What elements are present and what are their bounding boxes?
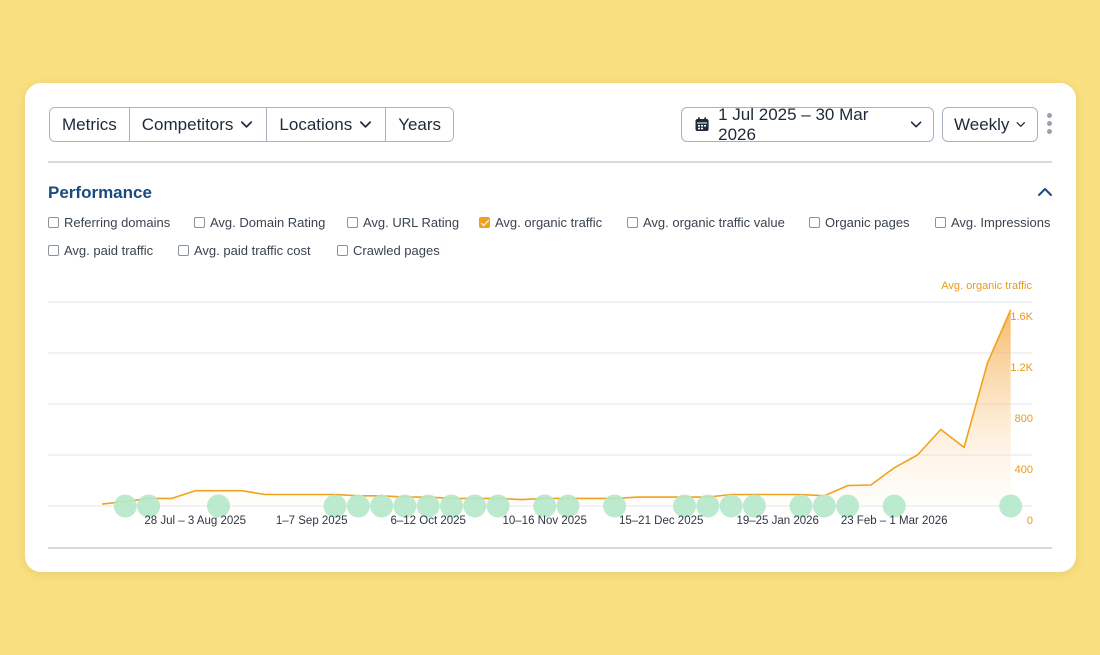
chevron-down-icon [360, 121, 372, 128]
chevron-down-icon [910, 121, 922, 128]
annotation-bubble [742, 494, 766, 518]
metric-avg-paid-traffic-cost[interactable]: Avg. paid traffic cost [178, 243, 311, 258]
metric-label: Avg. paid traffic [64, 243, 154, 258]
years-label: Years [398, 114, 442, 134]
series-area [102, 309, 1011, 506]
calendar-icon [695, 117, 709, 132]
locations-label: Locations [279, 114, 353, 134]
x-tick-label: 19–25 Jan 2026 [736, 515, 819, 527]
x-tick-label: 23 Feb – 1 Mar 2026 [841, 515, 948, 527]
annotation-bubble [370, 494, 394, 518]
annotation-bubble [533, 494, 557, 518]
checkbox-checked[interactable] [479, 217, 490, 228]
annotation-bubble [673, 494, 696, 518]
x-tick-label: 28 Jul – 3 Aug 2025 [144, 515, 246, 527]
annotation-bubble [556, 494, 580, 518]
y-tick-label: 400 [1015, 464, 1033, 476]
metric-label: Avg. paid traffic cost [194, 243, 311, 258]
metric-avg-organic-traffic[interactable]: Avg. organic traffic [479, 215, 602, 230]
checkbox[interactable] [337, 245, 348, 256]
annotation-bubble [416, 494, 440, 518]
annotation-bubble [113, 494, 137, 518]
years-button[interactable]: Years [386, 108, 454, 141]
x-tick-label: 15–21 Dec 2025 [619, 515, 703, 527]
annotation-bubble [463, 494, 487, 518]
y-tick-label: 1.6K [1010, 311, 1033, 323]
annotation-bubble [789, 494, 813, 518]
more-options-icon[interactable] [1042, 113, 1056, 137]
checkbox[interactable] [48, 217, 59, 228]
metric-label: Avg. Domain Rating [210, 215, 326, 230]
metric-organic-pages[interactable]: Organic pages [809, 215, 910, 230]
x-tick-label: 1–7 Sep 2025 [276, 515, 348, 527]
divider [48, 161, 1052, 163]
annotation-bubble [812, 494, 836, 518]
annotation-bubble [440, 494, 463, 518]
annotation-bubble [719, 494, 743, 518]
chevron-up-icon[interactable] [1037, 186, 1053, 198]
annotation-bubble [603, 494, 627, 518]
checkbox[interactable] [935, 217, 946, 228]
traffic-chart: 0 400 800 1.2K 1.6K Avg. organic traffic 28 Ju… [48, 280, 1034, 527]
metric-avg-domain-rating[interactable]: Avg. Domain Rating [194, 215, 325, 230]
chevron-down-icon [241, 121, 253, 128]
annotation-bubble [323, 494, 347, 518]
date-range-picker[interactable]: 1 Jul 2025 – 30 Mar 2026 [681, 104, 934, 144]
divider [48, 547, 1052, 549]
metric-label: Referring domains [64, 215, 171, 230]
y-tick-label: 0 [1027, 515, 1033, 527]
annotation-bubble [836, 494, 860, 518]
performance-card: Metrics Competitors Locations Years 1 Ju… [25, 83, 1076, 572]
metric-avg-url-rating[interactable]: Avg. URL Rating [347, 215, 459, 230]
chevron-down-icon [1016, 122, 1026, 127]
checkbox[interactable] [178, 245, 189, 256]
annotation-bubble [346, 494, 370, 518]
annotation-bubble [486, 494, 510, 518]
section-title: Performance [48, 183, 152, 202]
competitors-dropdown[interactable]: Competitors [129, 108, 268, 141]
date-range-label: 1 Jul 2025 – 30 Mar 2026 [718, 104, 869, 144]
metric-referring-domains[interactable]: Referring domains [48, 215, 170, 230]
y-tick-label: 1.2K [1010, 362, 1033, 374]
locations-dropdown[interactable]: Locations [267, 108, 387, 141]
metrics-button[interactable]: Metrics [50, 108, 130, 141]
checkbox[interactable] [809, 217, 820, 228]
metric-label: Crawled pages [353, 243, 440, 258]
metrics-label: Metrics [62, 114, 117, 134]
metric-avg-impressions[interactable]: Avg. Impressions [935, 215, 1050, 230]
annotation-bubble [696, 494, 720, 518]
view-tabs: Metrics Competitors Locations Years [49, 107, 455, 142]
y-axis-title: Avg. organic traffic [941, 280, 1032, 292]
series-line [101, 309, 1012, 505]
interval-label: Weekly [954, 114, 1010, 134]
y-tick-label: 800 [1015, 413, 1033, 425]
metric-label: Avg. Impressions [951, 215, 1051, 230]
annotation-bubble [999, 494, 1023, 518]
annotation-bubble [882, 494, 906, 518]
metric-label: Avg. organic traffic value [643, 215, 785, 230]
annotation-bubble [393, 494, 417, 518]
metric-avg-paid-traffic[interactable]: Avg. paid traffic [48, 243, 153, 258]
checkbox[interactable] [347, 217, 358, 228]
metric-label: Avg. organic traffic [495, 215, 603, 230]
annotation-bubble [137, 494, 161, 518]
x-tick-label: 6–12 Oct 2025 [390, 515, 465, 527]
metric-label: Organic pages [825, 215, 910, 230]
checkbox[interactable] [48, 245, 59, 256]
x-tick-label: 10–16 Nov 2025 [502, 515, 586, 527]
interval-dropdown[interactable]: Weekly [942, 107, 1038, 142]
annotation-bubble [207, 494, 230, 518]
checkbox[interactable] [627, 217, 638, 228]
metric-label: Avg. URL Rating [363, 215, 460, 230]
competitors-label: Competitors [141, 114, 234, 134]
metric-avg-organic-traffic-value[interactable]: Avg. organic traffic value [627, 215, 785, 230]
checkbox[interactable] [194, 217, 205, 228]
metric-crawled-pages[interactable]: Crawled pages [337, 243, 440, 258]
